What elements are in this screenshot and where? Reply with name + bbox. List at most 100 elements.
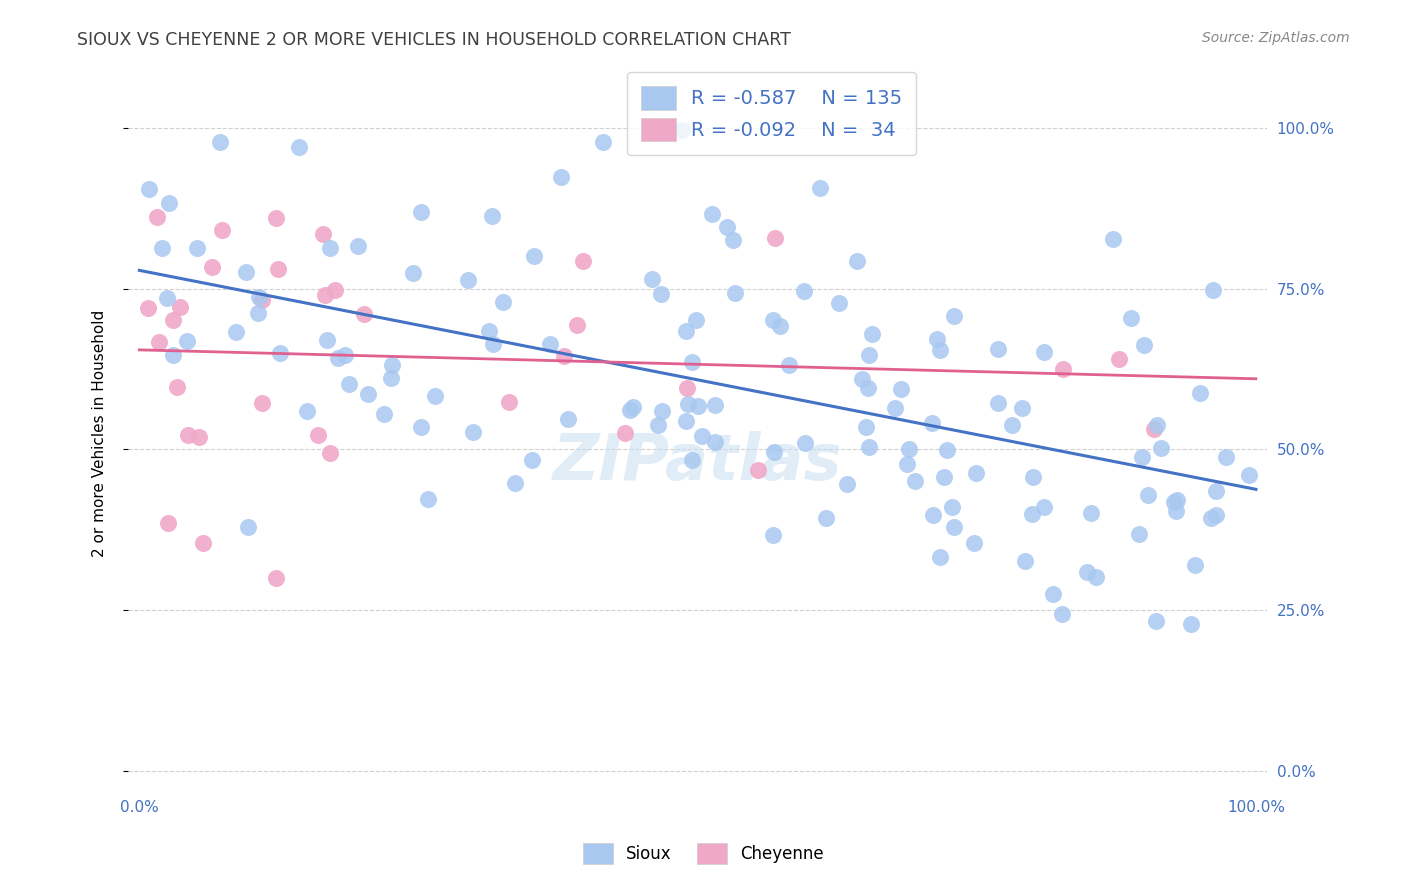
Point — [858, 348, 880, 362]
Point — [815, 511, 838, 525]
Point — [150, 240, 173, 254]
Point — [921, 417, 943, 431]
Point — [762, 527, 785, 541]
Point — [936, 442, 959, 457]
Point — [162, 313, 184, 327]
Point — [188, 430, 211, 444]
Point — [247, 306, 270, 320]
Point — [747, 463, 769, 477]
Point — [1205, 484, 1227, 499]
Point — [1184, 558, 1206, 572]
Point — [928, 343, 950, 357]
Point — [186, 241, 208, 255]
Point — [411, 205, 433, 219]
Point — [1042, 587, 1064, 601]
Point — [1143, 423, 1166, 437]
Point — [1032, 500, 1054, 515]
Point — [318, 446, 340, 460]
Point — [1180, 617, 1202, 632]
Point — [162, 348, 184, 362]
Point — [676, 381, 699, 395]
Point — [1128, 527, 1150, 541]
Point — [138, 181, 160, 195]
Point — [166, 380, 188, 394]
Point — [1188, 385, 1211, 400]
Point — [671, 123, 693, 137]
Point — [1164, 504, 1187, 518]
Point — [762, 313, 785, 327]
Point — [934, 470, 956, 484]
Point — [323, 283, 346, 297]
Legend: Sioux, Cheyenne: Sioux, Cheyenne — [576, 837, 830, 871]
Point — [681, 354, 703, 368]
Point — [550, 169, 572, 184]
Point — [314, 288, 336, 302]
Point — [269, 346, 291, 360]
Point — [941, 500, 963, 515]
Point — [208, 135, 231, 149]
Text: Source: ZipAtlas.com: Source: ZipAtlas.com — [1202, 31, 1350, 45]
Point — [347, 239, 370, 253]
Point — [1014, 554, 1036, 568]
Point — [987, 396, 1010, 410]
Point — [647, 418, 669, 433]
Point — [177, 428, 200, 442]
Point — [641, 272, 664, 286]
Point — [553, 349, 575, 363]
Point — [925, 332, 948, 346]
Point — [890, 382, 912, 396]
Point — [211, 223, 233, 237]
Point — [675, 414, 697, 428]
Point — [250, 293, 273, 308]
Point — [690, 429, 713, 443]
Point — [965, 466, 987, 480]
Point — [136, 301, 159, 315]
Point — [333, 348, 356, 362]
Point — [319, 242, 342, 256]
Point — [686, 400, 709, 414]
Point — [236, 520, 259, 534]
Point — [762, 444, 785, 458]
Point — [851, 372, 873, 386]
Point — [858, 440, 880, 454]
Point — [1150, 442, 1173, 456]
Point — [307, 428, 329, 442]
Point — [157, 196, 180, 211]
Point — [1011, 401, 1033, 416]
Point — [621, 400, 644, 414]
Point — [1133, 338, 1156, 352]
Point — [295, 403, 318, 417]
Point — [402, 266, 425, 280]
Point — [922, 508, 945, 522]
Point — [903, 475, 925, 489]
Point — [423, 389, 446, 403]
Point — [1102, 232, 1125, 246]
Point — [200, 260, 222, 275]
Point — [156, 291, 179, 305]
Point — [411, 420, 433, 434]
Point — [1205, 508, 1227, 522]
Point — [1201, 283, 1223, 297]
Point — [1215, 450, 1237, 464]
Point — [503, 476, 526, 491]
Point — [763, 230, 786, 244]
Point — [896, 457, 918, 471]
Point — [538, 336, 561, 351]
Point — [148, 334, 170, 349]
Point — [312, 227, 335, 241]
Point — [1022, 470, 1045, 484]
Point — [461, 425, 484, 440]
Point — [855, 420, 877, 434]
Point — [704, 398, 727, 412]
Point — [523, 249, 546, 263]
Point — [828, 296, 851, 310]
Point — [1130, 450, 1153, 464]
Point — [592, 135, 614, 149]
Point — [1052, 361, 1074, 376]
Point — [943, 309, 966, 323]
Point — [678, 397, 700, 411]
Point — [157, 516, 180, 530]
Point — [702, 207, 724, 221]
Point — [520, 452, 543, 467]
Point — [856, 381, 879, 395]
